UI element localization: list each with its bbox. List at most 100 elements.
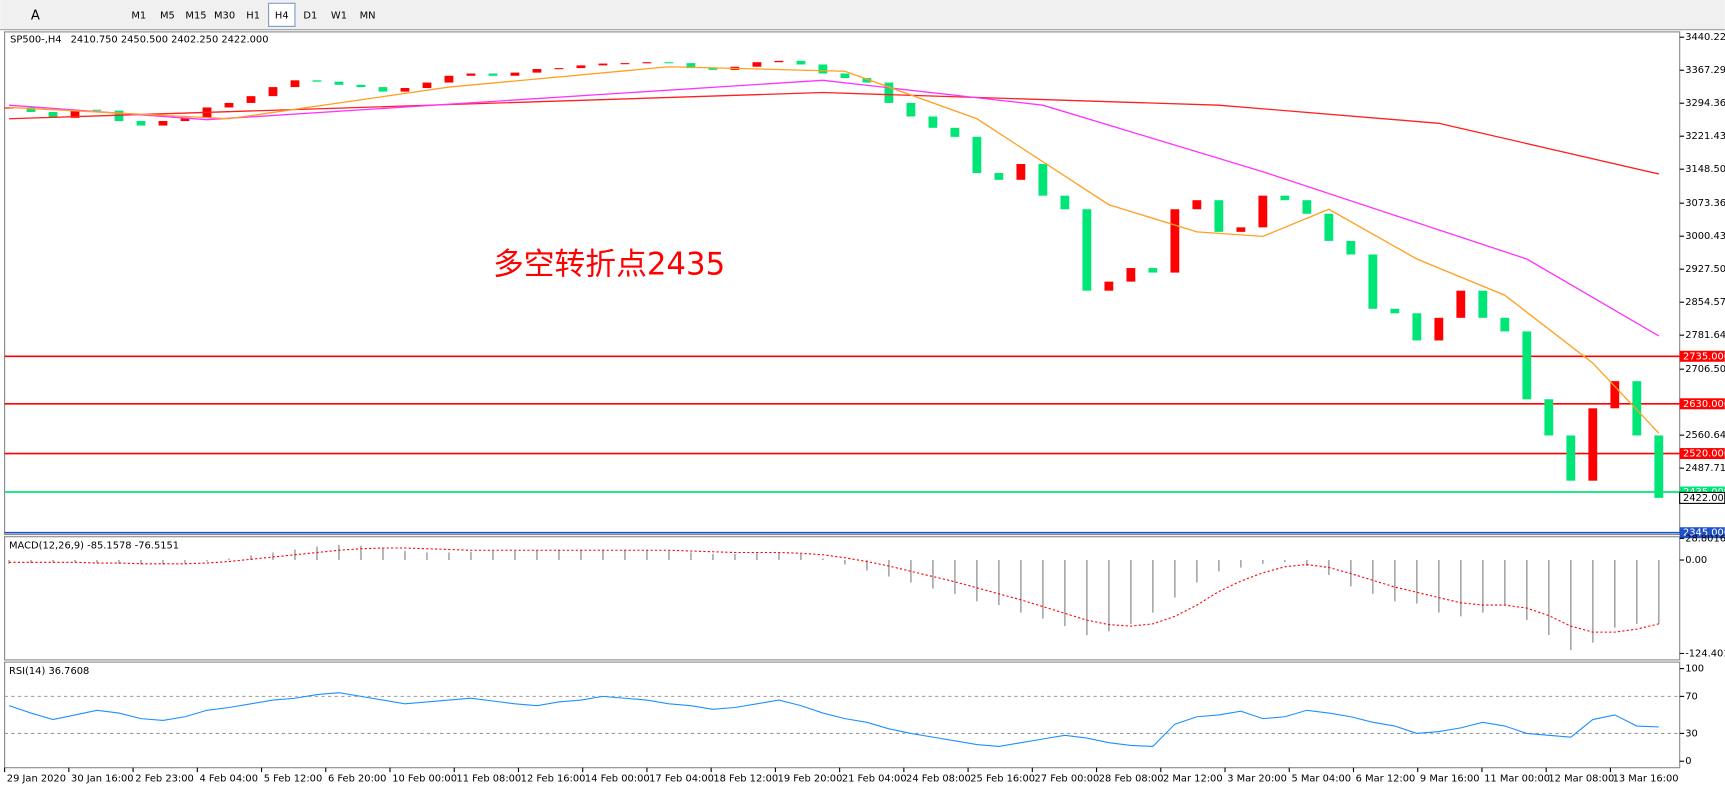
candle	[1478, 290, 1488, 318]
x-tick-label: 2 Mar 12:00	[1163, 774, 1223, 785]
candle	[994, 173, 1004, 180]
candle	[444, 75, 454, 83]
candle	[598, 63, 608, 66]
candle	[1522, 331, 1532, 400]
rsi-panel	[4, 661, 1681, 769]
y-tick-label: 3000.430	[1685, 231, 1725, 242]
timeframe-button[interactable]: D1	[303, 10, 317, 21]
x-tick-label: 6 Feb 20:00	[328, 774, 387, 785]
y-tick-label: 100	[1685, 664, 1704, 675]
moving-average	[8, 79, 1660, 337]
candle	[356, 84, 366, 88]
candle	[576, 65, 586, 69]
candle	[1434, 317, 1444, 341]
candle	[1148, 268, 1158, 273]
candle	[532, 68, 542, 73]
timeframe-button[interactable]: H4	[275, 10, 289, 21]
timeframe-button[interactable]: M30	[214, 10, 235, 21]
x-tick-label: 24 Feb 08:00	[906, 774, 971, 785]
level-label: 2520.000	[1683, 449, 1725, 460]
candle	[796, 60, 806, 65]
y-tick-label: 3294.360	[1685, 98, 1725, 109]
candle	[1566, 435, 1576, 481]
candle	[1588, 408, 1598, 481]
x-tick-label: 29 Jan 2020	[7, 774, 66, 785]
candle	[1654, 435, 1664, 498]
candle	[862, 78, 872, 83]
level-label: 2630.000	[1683, 399, 1725, 410]
candle	[246, 96, 256, 103]
candle	[1544, 399, 1554, 436]
candle	[906, 102, 916, 117]
y-tick-label: 2781.640	[1685, 330, 1725, 341]
timeframe-button[interactable]: M15	[185, 10, 206, 21]
timeframe-button[interactable]: W1	[331, 10, 347, 21]
last-price-label: 2422.000	[1683, 493, 1725, 504]
candle	[334, 81, 344, 85]
candle	[884, 82, 894, 103]
candle	[268, 87, 278, 97]
candle	[136, 121, 146, 126]
x-tick-label: 12 Feb 16:00	[521, 774, 586, 785]
x-tick-label: 12 Mar 08:00	[1548, 774, 1614, 785]
y-tick-label: 30	[1685, 728, 1698, 739]
moving-average	[8, 66, 1660, 434]
level-label: 2735.000	[1683, 351, 1725, 362]
candle	[70, 109, 80, 118]
candle	[378, 87, 388, 92]
candle	[950, 127, 960, 137]
annotation: 多空转折点2435	[493, 247, 725, 283]
timeframe-button[interactable]: MN	[360, 10, 376, 21]
y-tick-label: 0.00	[1685, 555, 1707, 566]
level-label: 2345.000	[1683, 528, 1725, 539]
candle	[1192, 200, 1202, 210]
candle	[686, 63, 696, 69]
y-tick-label: 3073.360	[1685, 198, 1725, 209]
timeframe-button[interactable]: M1	[131, 10, 146, 21]
candle	[1060, 195, 1070, 210]
candle	[1258, 195, 1268, 228]
candle	[708, 68, 718, 70]
level-tag	[1679, 448, 1725, 460]
x-tick-label: 19 Feb 20:00	[778, 774, 843, 785]
candle	[818, 64, 828, 74]
x-tick-label: 25 Feb 16:00	[970, 774, 1035, 785]
candle	[1082, 209, 1092, 291]
candle	[48, 111, 58, 118]
level-tag	[1679, 398, 1725, 410]
y-tick-label: 3221.430	[1685, 131, 1725, 142]
rsi-title: RSI(14) 36.7608	[9, 666, 89, 677]
candle	[752, 62, 762, 67]
price-panel	[4, 31, 1681, 536]
candle	[1500, 317, 1510, 332]
candle	[1456, 290, 1466, 318]
timeframe-button[interactable]: H1	[246, 10, 260, 21]
x-tick-label: 21 Feb 04:00	[842, 774, 907, 785]
candle	[1236, 227, 1246, 232]
y-tick-label: 2487.710	[1685, 463, 1725, 474]
x-tick-label: 3 Mar 20:00	[1227, 774, 1287, 785]
y-tick-label: 2854.570	[1685, 297, 1725, 308]
y-tick-label: 2560.640	[1685, 430, 1725, 441]
candle	[92, 109, 102, 111]
x-tick-label: 18 Feb 12:00	[713, 774, 778, 785]
level-tag	[1679, 350, 1725, 362]
ohlc-text: 2410.750 2450.500 2402.250 2422.000	[71, 35, 269, 46]
moving-average	[8, 91, 1659, 175]
candle	[664, 62, 674, 64]
candle	[1610, 381, 1620, 409]
active-button	[268, 2, 296, 27]
x-tick-label: 11 Feb 08:00	[456, 774, 521, 785]
candle	[510, 72, 520, 76]
candle	[224, 102, 234, 108]
x-tick-label: 4 Feb 04:00	[200, 774, 259, 785]
candle	[972, 136, 982, 174]
level-tag	[1679, 527, 1725, 539]
y-tick-label: 3440.220	[1685, 32, 1725, 43]
x-tick-label: 5 Feb 12:00	[264, 774, 323, 785]
candle	[1412, 313, 1422, 341]
text-tool[interactable]: A	[31, 8, 40, 23]
macd-signal	[9, 547, 1659, 633]
timeframe-button[interactable]: M5	[160, 10, 175, 21]
